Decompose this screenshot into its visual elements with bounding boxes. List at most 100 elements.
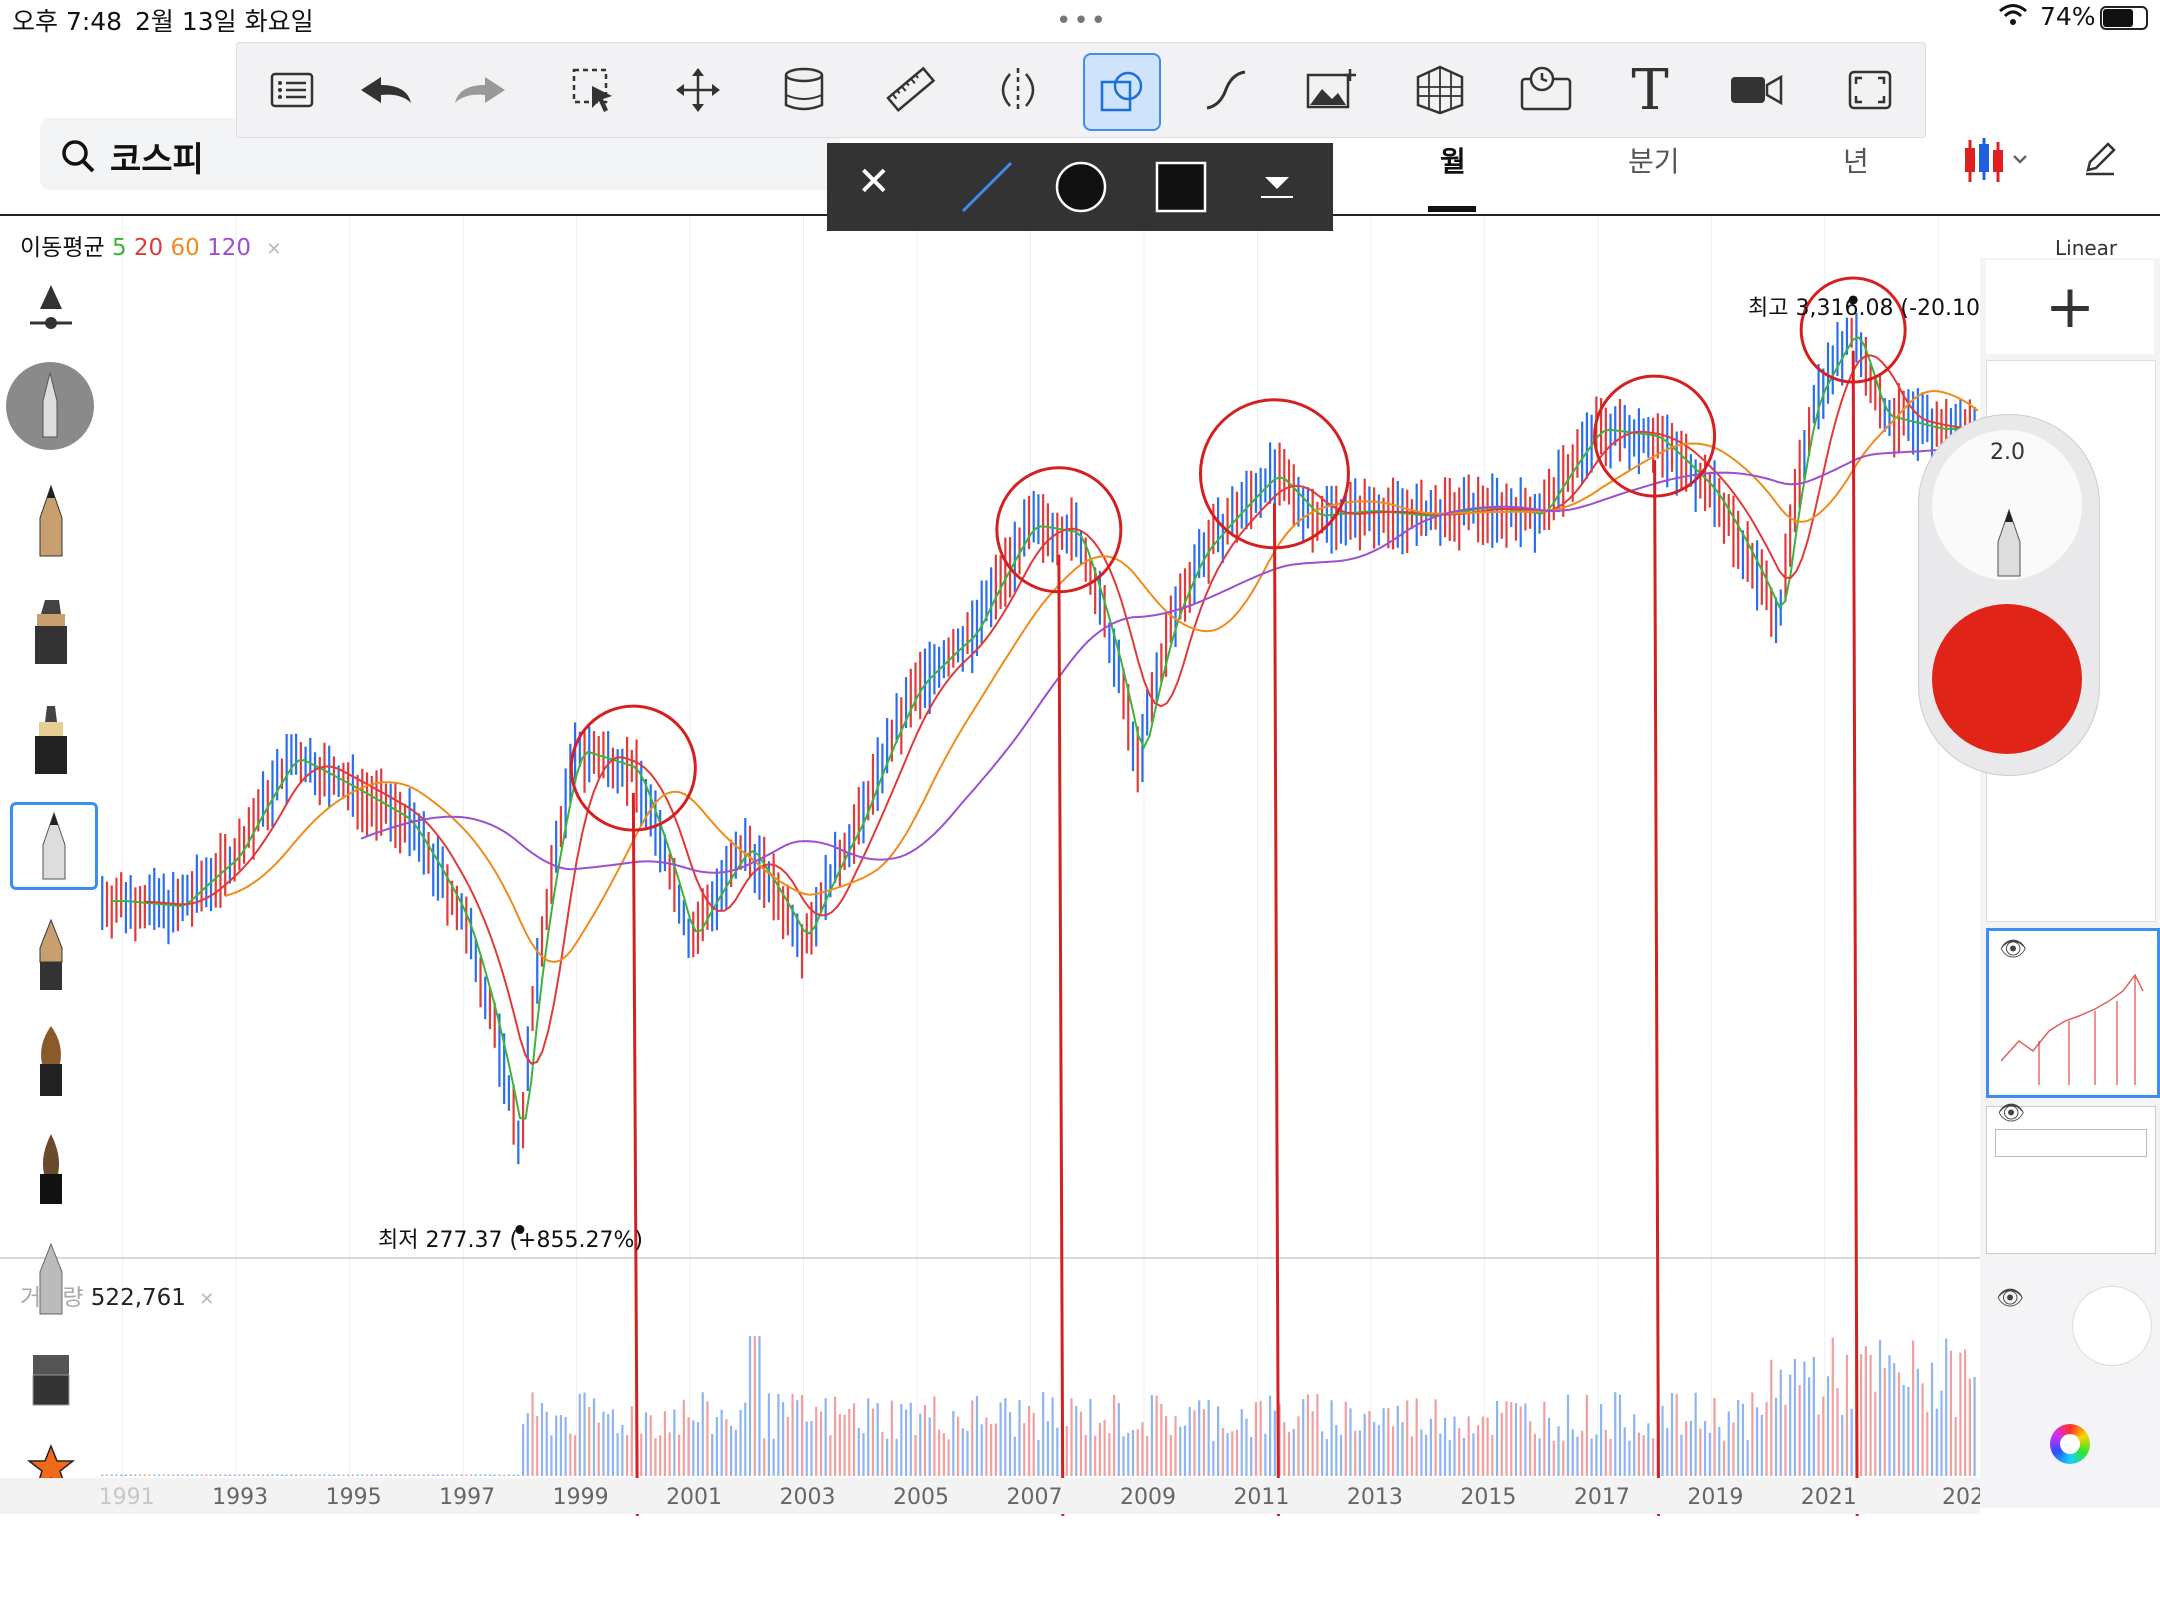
ink-brush-icon[interactable] <box>10 1128 92 1210</box>
edit-pencil-icon[interactable] <box>2080 138 2120 182</box>
curve-icon[interactable] <box>1189 53 1263 127</box>
search-icon[interactable] <box>58 136 98 180</box>
brush-settings-icon[interactable] <box>10 270 92 352</box>
scale-selector[interactable]: Linear <box>2055 236 2118 260</box>
brush-size-value: 2.0 <box>1990 440 2025 465</box>
battery-level <box>2103 9 2133 27</box>
text-icon[interactable]: T <box>1631 57 1669 123</box>
peak-vertical-line <box>1057 554 1065 1516</box>
pencil-brush-icon[interactable] <box>10 480 92 562</box>
airbrush-icon[interactable] <box>10 698 92 780</box>
ma120-line <box>360 442 1979 874</box>
annotation-marker <box>515 1225 525 1235</box>
x-axis-band <box>0 1478 1980 1514</box>
insert-image-icon[interactable] <box>1295 53 1369 127</box>
x-tick-label: 2021 <box>1801 1485 1857 1510</box>
mirror-icon[interactable] <box>981 53 1055 127</box>
tab-active-indicator <box>1428 206 1476 212</box>
ruler-icon[interactable] <box>873 53 947 127</box>
fullscreen-icon[interactable] <box>1833 53 1907 127</box>
tab-year[interactable]: 년 <box>1843 145 1869 178</box>
fill-brush-icon[interactable] <box>10 1340 92 1422</box>
x-tick-label: 2007 <box>1006 1485 1062 1510</box>
ma-5: 5 <box>111 235 127 261</box>
peak-vertical-line <box>1272 503 1280 1516</box>
x-tick-label: 2001 <box>666 1485 722 1510</box>
brush-preview-icon <box>1992 508 2026 582</box>
circle-icon[interactable] <box>1053 159 1109 219</box>
x-tick-label: 2003 <box>780 1485 836 1510</box>
more-icon[interactable] <box>1257 171 1297 205</box>
eraser-icon[interactable] <box>767 53 841 127</box>
undo-icon[interactable] <box>349 53 423 127</box>
x-tick-label: 1993 <box>212 1485 268 1510</box>
peak-vertical-line <box>631 792 639 1516</box>
ma60-line <box>224 389 1979 964</box>
ma5-line <box>111 336 1978 1120</box>
tab-month[interactable]: 월 <box>1440 145 1466 178</box>
moving-average-legend: 이동평균 5 20 60 120 ✕ <box>20 228 281 262</box>
layer-3[interactable]: 👁 <box>1986 1101 2156 1254</box>
timelapse-icon[interactable] <box>1509 53 1583 127</box>
video-icon[interactable] <box>1719 53 1793 127</box>
x-tick-label: 1991 <box>99 1485 155 1510</box>
close-icon[interactable]: ✕ <box>199 1289 215 1310</box>
battery-icon <box>2100 6 2148 30</box>
x-tick-label: 2011 <box>1233 1485 1289 1510</box>
search-query[interactable]: 코스피 <box>110 140 204 180</box>
x-tick-label: 2013 <box>1347 1485 1403 1510</box>
current-color-swatch[interactable] <box>1932 604 2082 754</box>
layer-4[interactable]: 👁 <box>1986 1270 2154 1370</box>
brush-tool-panel <box>0 250 100 1510</box>
tab-quarter[interactable]: 분기 <box>1628 145 1680 178</box>
shape-tool-icon[interactable] <box>1083 53 1161 131</box>
x-tick-label: 2019 <box>1687 1485 1743 1510</box>
marker-brush-icon[interactable] <box>10 590 92 672</box>
close-icon[interactable]: ✕ <box>857 159 891 205</box>
layer-3-thumbnail <box>1995 1129 2147 1157</box>
shape-options-popup: ✕ <box>827 143 1333 231</box>
high-annotation: 최고 3,316.08 (-20.10%) <box>1748 296 2010 321</box>
eye-icon[interactable]: 👁 <box>1999 937 2027 962</box>
crayon-brush-icon[interactable] <box>10 1238 92 1320</box>
ma-120: 120 <box>207 235 251 261</box>
watercolor-brush-icon[interactable] <box>10 1020 92 1102</box>
x-tick-label: 2015 <box>1460 1485 1516 1510</box>
battery-percent: 74% <box>2040 2 2096 31</box>
multitask-dots[interactable]: ••• <box>1056 6 1109 36</box>
list-icon[interactable] <box>255 53 329 127</box>
perspective-grid-icon[interactable] <box>1403 53 1477 127</box>
layer-2-chart[interactable]: 👁 <box>1986 928 2160 1098</box>
status-date: 2월 13일 화요일 <box>135 7 314 36</box>
add-layer-button[interactable]: + <box>1986 260 2154 354</box>
candlestick-chart-type-icon[interactable] <box>1962 136 2032 190</box>
move-icon[interactable] <box>661 53 735 127</box>
eye-icon[interactable]: 👁 <box>1997 1101 2025 1126</box>
annotation-marker <box>1848 295 1858 305</box>
close-icon[interactable]: ✕ <box>266 239 282 260</box>
status-time: 오후 7:48 <box>12 7 123 36</box>
pen-brush-icon[interactable] <box>6 362 94 450</box>
ma-60: 60 <box>170 235 200 261</box>
line-icon[interactable] <box>957 157 1017 221</box>
redo-icon[interactable] <box>443 53 517 127</box>
ma-legend-title: 이동평균 <box>20 235 105 261</box>
x-tick-label: 2005 <box>893 1485 949 1510</box>
lasso-select-icon[interactable] <box>557 53 631 127</box>
low-annotation: 최저 277.37 (+855.27%) <box>378 1228 643 1253</box>
x-tick-label: 1995 <box>326 1485 382 1510</box>
ma20-line <box>145 354 1979 1065</box>
eye-icon[interactable]: 👁 <box>1996 1286 2024 1311</box>
ma-20: 20 <box>133 235 164 261</box>
layer-4-thumbnail <box>2072 1286 2152 1366</box>
x-tick-label: 1997 <box>439 1485 495 1510</box>
technical-pen-icon[interactable] <box>10 802 98 890</box>
x-tick-label: 202 <box>1942 1485 1980 1510</box>
kospi-chart[interactable] <box>0 216 1980 1516</box>
square-icon[interactable] <box>1155 161 1207 217</box>
x-tick-label: 2009 <box>1120 1485 1176 1510</box>
wifi-icon <box>1998 2 2028 34</box>
fountain-pen-icon[interactable] <box>10 914 92 996</box>
x-tick-label: 2017 <box>1574 1485 1630 1510</box>
color-wheel-center <box>2060 1434 2080 1454</box>
